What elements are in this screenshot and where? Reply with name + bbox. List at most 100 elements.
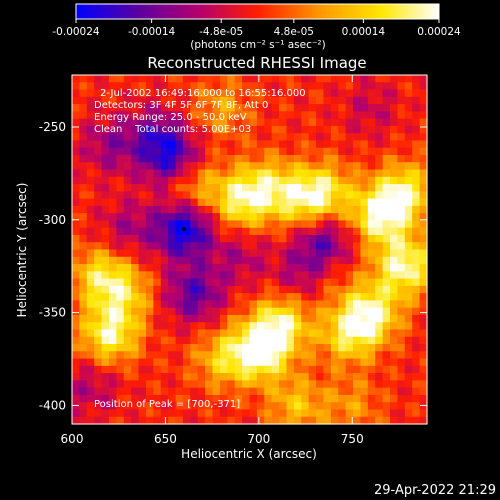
heatmap-cell: [116, 140, 125, 149]
heatmap-cell: [145, 125, 154, 134]
heatmap-cell: [316, 96, 325, 105]
x-tick-label: 600: [61, 432, 84, 446]
heatmap-cell: [242, 322, 251, 331]
heatmap-cell: [390, 373, 399, 381]
heatmap-cell: [190, 169, 199, 178]
heatmap-cell: [404, 205, 413, 214]
heatmap-cell: [123, 256, 132, 265]
heatmap-cell: [175, 227, 184, 236]
heatmap-cell: [168, 169, 177, 178]
heatmap-cell: [242, 184, 251, 192]
heatmap-cell: [182, 104, 191, 112]
heatmap-cell: [330, 154, 339, 163]
heatmap-cell: [279, 184, 288, 192]
heatmap-cell: [249, 271, 258, 280]
heatmap-cell: [264, 264, 273, 272]
heatmap-cell: [338, 234, 347, 243]
heatmap-cell: [116, 351, 125, 360]
heatmap-cell: [390, 191, 399, 200]
heatmap-cell: [419, 234, 428, 243]
heatmap-cell: [138, 198, 147, 207]
heatmap-cell: [72, 242, 80, 251]
heatmap-cell: [353, 96, 362, 105]
heatmap-cell: [419, 118, 428, 127]
heatmap-cell: [286, 198, 295, 207]
heatmap-cell: [271, 140, 280, 149]
heatmap-cell: [145, 82, 154, 91]
heatmap-cell: [330, 198, 339, 207]
heatmap-cell: [227, 147, 236, 156]
heatmap-cell: [323, 373, 332, 381]
heatmap-cell: [316, 416, 325, 425]
heatmap-cell: [131, 373, 140, 381]
heatmap-cell: [182, 147, 191, 156]
heatmap-cell: [397, 409, 406, 418]
heatmap-cell: [205, 314, 214, 323]
heatmap-cell: [160, 234, 169, 243]
heatmap-cell: [256, 89, 265, 98]
heatmap-cell: [404, 96, 413, 105]
heatmap-cell: [256, 242, 265, 251]
heatmap-cell: [375, 278, 384, 287]
heatmap-cell: [160, 154, 169, 163]
heatmap-cell: [345, 394, 354, 403]
heatmap-cell: [182, 133, 191, 142]
heatmap-cell: [286, 234, 295, 243]
heatmap-cell: [279, 133, 288, 142]
heatmap-cell: [375, 89, 384, 98]
heatmap-cell: [412, 365, 421, 374]
heatmap-cell: [286, 140, 295, 149]
heatmap-cell: [330, 336, 339, 345]
heatmap-cell: [86, 133, 95, 142]
heatmap-cell: [79, 213, 88, 222]
heatmap-cell: [316, 205, 325, 214]
heatmap-cell: [182, 234, 191, 243]
heatmap-cell: [197, 416, 206, 425]
heatmap-cell: [116, 416, 125, 425]
heatmap-cell: [360, 285, 369, 294]
heatmap-cell: [330, 416, 339, 425]
heatmap-cell: [271, 416, 280, 425]
heatmap-cell: [404, 409, 413, 418]
heatmap-cell: [338, 220, 347, 229]
heatmap-cell: [412, 344, 421, 352]
heatmap-cell: [338, 307, 347, 316]
heatmap-cell: [308, 205, 317, 214]
heatmap-cell: [197, 176, 206, 185]
heatmap-cell: [397, 220, 406, 229]
heatmap-cell: [382, 96, 391, 105]
heatmap-cell: [197, 234, 206, 243]
heatmap-cell: [338, 111, 347, 120]
heatmap-cell: [404, 351, 413, 360]
heatmap-cell: [293, 387, 302, 396]
heatmap-cell: [94, 104, 103, 112]
heatmap-cell: [345, 213, 354, 222]
heatmap-cell: [153, 416, 162, 425]
heatmap-cell: [397, 234, 406, 243]
heatmap-cell: [249, 169, 258, 178]
heatmap-cell: [286, 249, 295, 258]
heatmap-cell: [256, 351, 265, 360]
heatmap-cell: [79, 154, 88, 163]
heatmap-cell: [153, 176, 162, 185]
heatmap-cell: [286, 387, 295, 396]
heatmap-cell: [301, 387, 310, 396]
heatmap-cell: [101, 307, 110, 316]
annotation-time-range: 2-Jul-2002 16:49:16.000 to 16:55:16.000: [100, 88, 306, 99]
heatmap-cell: [175, 264, 184, 272]
heatmap-cell: [345, 205, 354, 214]
heatmap-cell: [86, 191, 95, 200]
heatmap-cell: [72, 111, 80, 120]
heatmap-cell: [271, 242, 280, 251]
heatmap-cell: [353, 264, 362, 272]
heatmap-cell: [419, 220, 428, 229]
heatmap-cell: [79, 227, 88, 236]
heatmap-cell: [234, 75, 243, 83]
heatmap-cell: [249, 402, 258, 411]
heatmap-cell: [234, 147, 243, 156]
heatmap-cell: [293, 373, 302, 381]
heatmap-cell: [397, 358, 406, 367]
heatmap-cell: [345, 285, 354, 294]
heatmap-cell: [279, 300, 288, 309]
heatmap-cell: [79, 147, 88, 156]
